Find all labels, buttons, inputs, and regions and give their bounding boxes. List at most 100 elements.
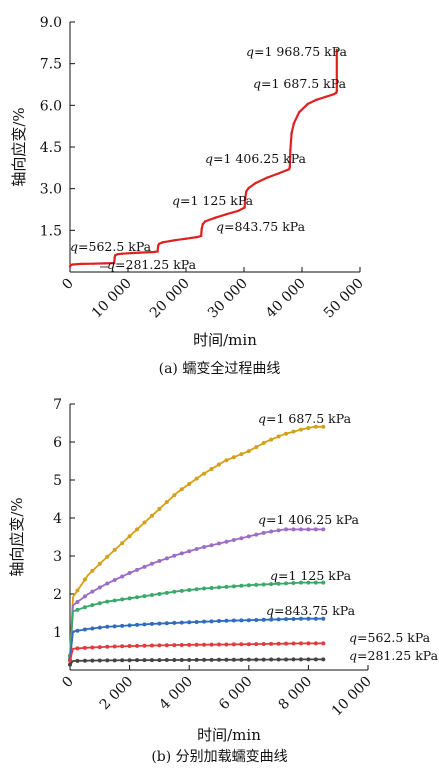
y-tick-label: 4 [53, 511, 62, 527]
creep-series-point [127, 534, 132, 539]
creep-series-point [224, 584, 229, 589]
creep-series-point [284, 641, 289, 646]
creep-series-point [239, 452, 244, 457]
creep-series-point [164, 658, 169, 663]
creep-series-point [90, 645, 95, 650]
creep-series-point [164, 556, 169, 561]
creep-series-point [142, 564, 147, 569]
creep-series-point [194, 642, 199, 647]
creep-series-point [306, 426, 311, 431]
creep-series-point [90, 603, 95, 608]
creep-series-point [112, 658, 117, 663]
creep-series-point [254, 445, 259, 450]
creep-series-point [120, 574, 125, 579]
creep-series-point [321, 424, 326, 429]
y-axis-label: 轴向应变/% [10, 107, 28, 186]
creep-point [254, 181, 257, 185]
creep-series-point [157, 658, 162, 663]
creep-series-point [246, 657, 251, 662]
creep-series-point [261, 530, 266, 535]
creep-series-point [75, 599, 80, 604]
creep-series-point [284, 581, 289, 586]
x-tick-label: 0 [59, 674, 77, 692]
creep-point [297, 111, 301, 114]
creep-series-point [164, 500, 169, 505]
creep-series-point [75, 658, 80, 663]
load-annotation: q=1 125 kPa [172, 193, 254, 208]
creep-series-point [231, 642, 236, 647]
load-annotation: q=281.25 kPa [349, 648, 439, 663]
creep-series-point [135, 643, 140, 648]
creep-series-point [298, 580, 303, 585]
creep-series-point [179, 551, 184, 556]
creep-series-point [313, 424, 318, 429]
creep-series-point [224, 618, 229, 623]
load-annotation: q=1 687.5 kPa [258, 411, 352, 426]
x-tick-label: 4 000 [156, 674, 196, 714]
creep-series-point [142, 622, 147, 627]
creep-series-point [202, 586, 207, 591]
creep-series-line [69, 617, 324, 660]
creep-series-point [97, 561, 102, 566]
creep-series-point [306, 616, 311, 621]
creep-series-point [149, 593, 154, 598]
creep-point [306, 102, 309, 106]
creep-series-point [269, 529, 274, 534]
creep-series-point [291, 657, 296, 662]
creep-point [335, 90, 338, 93]
creep-series-point [269, 437, 274, 442]
creep-point [71, 263, 75, 266]
creep-series-point [194, 587, 199, 592]
creep-series-point [135, 622, 140, 627]
creep-series-point [105, 581, 110, 586]
creep-series-point [97, 645, 102, 650]
creep-point [129, 251, 133, 255]
creep-series-point [105, 599, 110, 604]
creep-series-point [276, 528, 281, 533]
y-tick-label: 9.0 [40, 15, 62, 31]
creep-series-point [90, 568, 95, 573]
creep-series-point [313, 527, 318, 532]
creep-series-point [172, 493, 177, 498]
creep-series-point [142, 520, 147, 525]
load-annotation: q=1 125 kPa [270, 568, 352, 583]
creep-series-point [135, 567, 140, 572]
creep-point [237, 209, 240, 213]
x-tick-label: 0 [59, 276, 77, 294]
creep-series-point [142, 658, 147, 663]
load-annotation: q=843.75 kPa [216, 219, 306, 234]
creep-series-point [246, 449, 251, 454]
creep-series-point [246, 618, 251, 623]
creep-series-point [269, 582, 274, 587]
creep-series-point [179, 588, 184, 593]
chart-a-caption: (a) 蠕变全过程曲线 [158, 361, 281, 377]
x-axis-label: 时间/min [193, 331, 257, 349]
creep-point [225, 213, 228, 216]
creep-series-point [261, 617, 266, 622]
creep-series-line [69, 425, 324, 656]
load-annotation: q=1 687.5 kPa [253, 76, 347, 91]
creep-series-point [306, 580, 311, 585]
creep-series-point [149, 561, 154, 566]
creep-series-point [179, 487, 184, 492]
creep-series-point [97, 585, 102, 590]
creep-series-point [82, 658, 87, 663]
creep-series-point [209, 657, 214, 662]
creep-point [335, 48, 338, 51]
creep-series-point [157, 591, 162, 596]
creep-point [201, 223, 205, 226]
creep-point [203, 220, 207, 223]
creep-series-point [164, 643, 169, 648]
creep-series-point [269, 641, 274, 646]
load-annotation: q=562.5 kPa [349, 630, 431, 645]
creep-point [243, 197, 247, 200]
chart-b-caption: (b) 分别加载蠕变曲线 [151, 749, 288, 765]
creep-point [92, 262, 95, 265]
creep-series-point [209, 467, 214, 472]
creep-series-point [239, 642, 244, 647]
creep-series-point [321, 527, 326, 532]
creep-series-point [321, 580, 326, 585]
creep-series-point [276, 641, 281, 646]
creep-series-point [142, 643, 147, 648]
creep-series-point [306, 657, 311, 662]
